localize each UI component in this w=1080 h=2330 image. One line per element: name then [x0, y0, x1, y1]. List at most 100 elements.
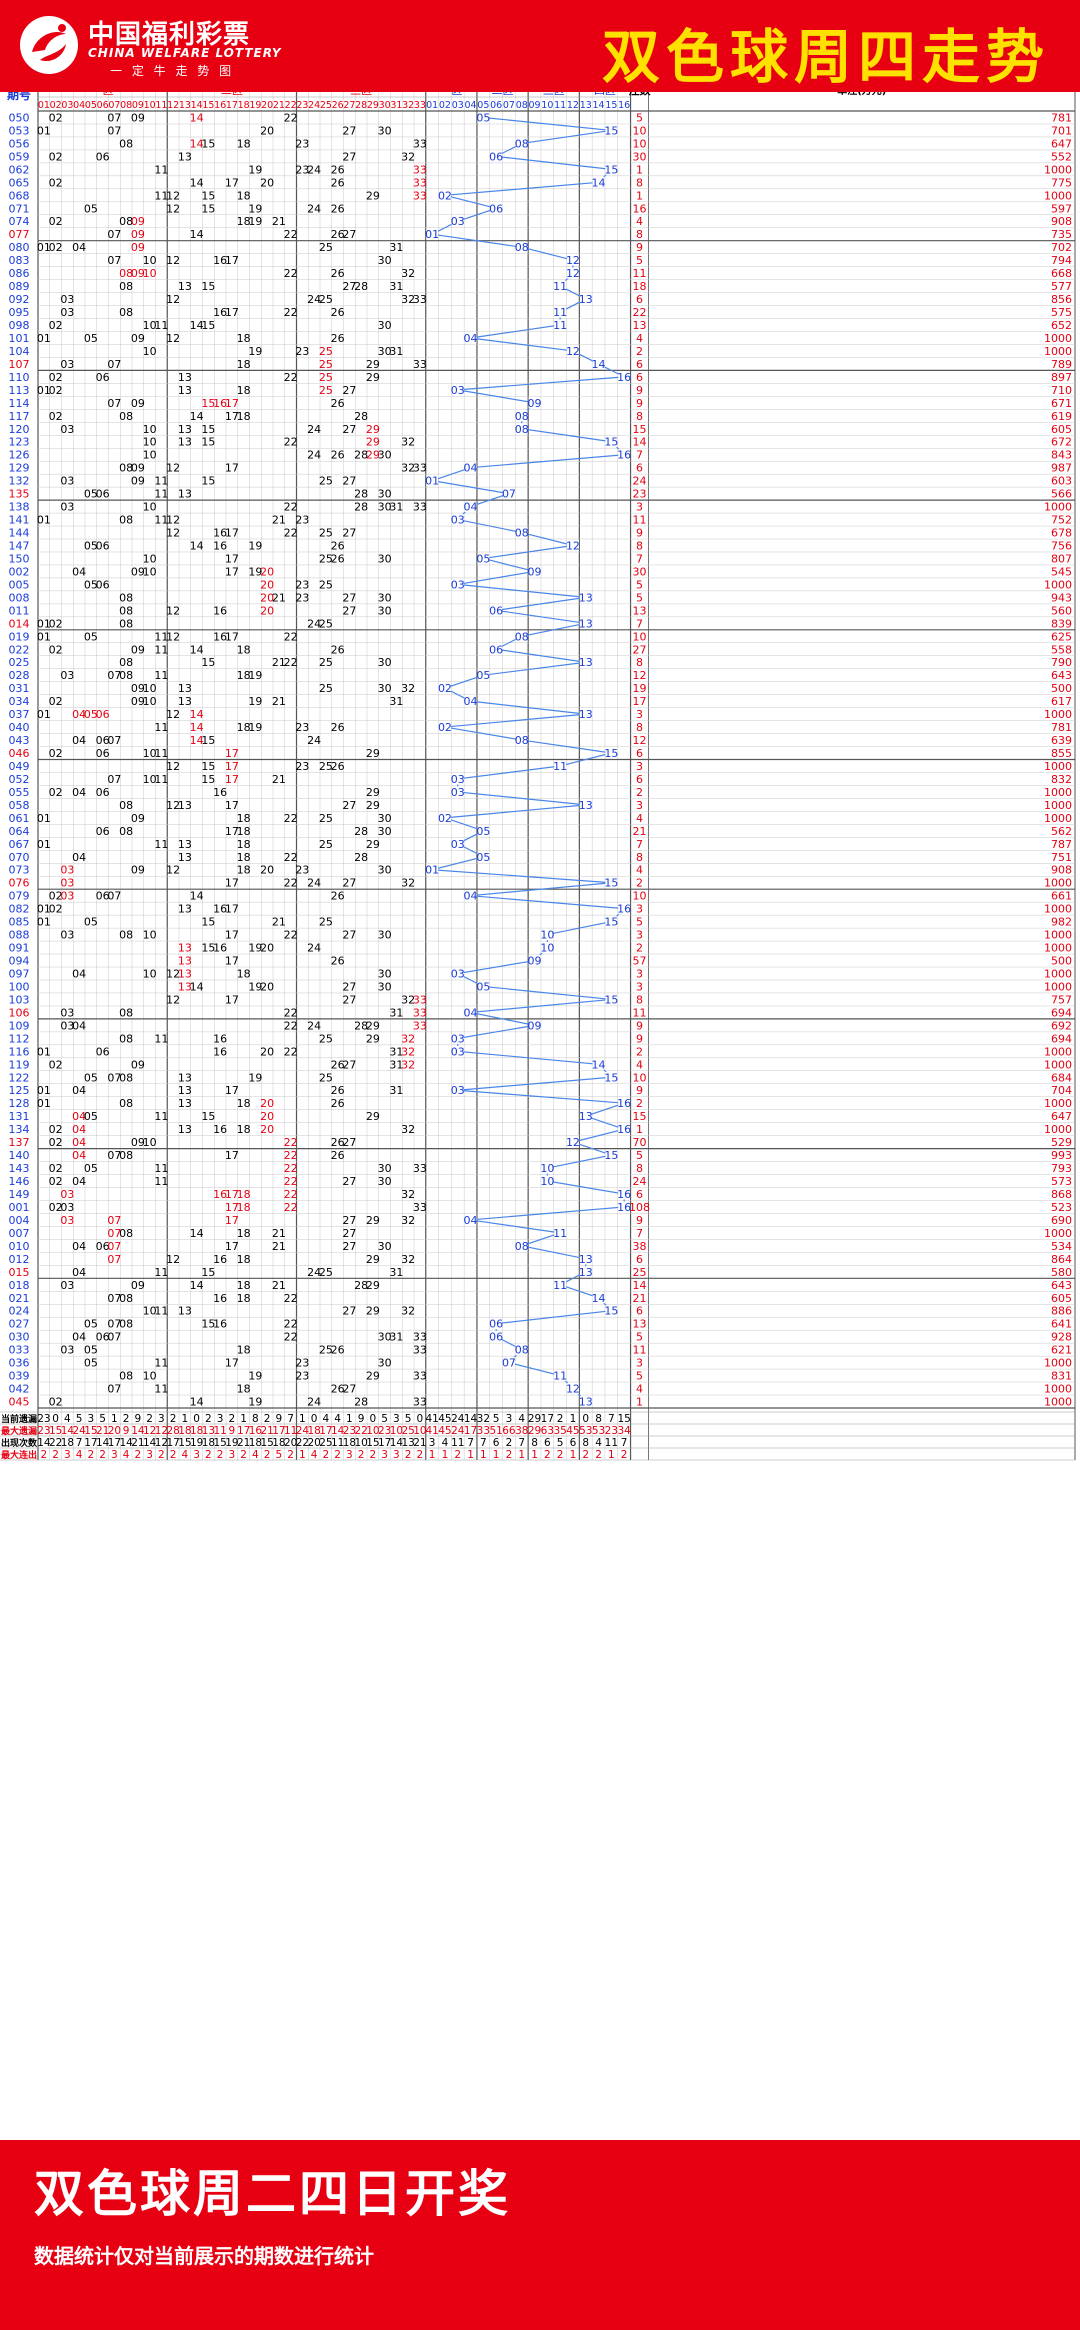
red-ball-number: 18 [237, 215, 251, 228]
blue-ball-marker [618, 1123, 631, 1135]
stats-blue-value: 33 [477, 1425, 490, 1437]
red-ball-number: 24 [307, 734, 321, 747]
stats-red-value: 23 [378, 1425, 391, 1437]
stats-red-value: 20 [108, 1425, 121, 1437]
red-ball-number: 14 [190, 734, 204, 747]
blue-ball-marker [490, 1318, 503, 1330]
red-ball-number: 10 [143, 773, 157, 786]
stats-red-value: 23 [343, 1425, 356, 1437]
stats-red-value: 28 [166, 1425, 179, 1437]
blue-ball-marker [605, 1305, 618, 1317]
red-ball-number: 12 [166, 462, 180, 475]
blue-ball-number: 13 [579, 799, 593, 812]
prize-amount: 1000 [1044, 812, 1072, 825]
winner-count: 8 [636, 176, 643, 189]
red-ball-number: 14 [190, 410, 204, 423]
red-ball-number: 26 [331, 1097, 345, 1110]
chart-background [0, 92, 1080, 2140]
blue-ball-marker [605, 124, 618, 136]
period-number: 129 [9, 462, 30, 475]
blue-ball-marker [464, 1006, 477, 1018]
blue-ball-marker [567, 539, 579, 551]
red-ball-number: 29 [366, 1305, 380, 1318]
red-ball-number: 27 [342, 604, 356, 617]
blue-ball-marker [515, 1240, 528, 1252]
red-ball-number: 01 [37, 630, 51, 643]
stats-red-value: 2 [229, 1413, 236, 1425]
stats-blue-value: 5 [493, 1413, 500, 1425]
red-ball-number: 15 [201, 475, 215, 488]
blue-ball-marker [477, 980, 490, 992]
red-ball-number: 19 [248, 565, 262, 578]
blue-ball-number: 11 [553, 319, 567, 332]
blue-column-number: 16 [618, 100, 630, 111]
red-ball-number: 15 [201, 436, 215, 449]
red-ball-number: 31 [389, 695, 403, 708]
red-ball-number: 24 [307, 293, 321, 306]
period-number: 077 [9, 228, 30, 241]
stats-blue-value: 17 [464, 1425, 477, 1437]
red-ball-number: 26 [331, 539, 345, 552]
stats-red-value: 9 [135, 1413, 142, 1425]
prize-amount: 500 [1051, 955, 1072, 968]
red-ball-number: 02 [49, 319, 63, 332]
period-number: 031 [9, 682, 30, 695]
winner-count: 11 [633, 514, 647, 527]
winner-count: 2 [636, 345, 643, 358]
red-column-number: 09 [132, 100, 144, 111]
red-ball-number: 16 [213, 254, 227, 267]
red-ball-number: 27 [342, 150, 356, 163]
red-ball-number: 18 [237, 137, 251, 150]
red-ball-number: 30 [378, 488, 392, 501]
red-ball-number: 17 [225, 955, 239, 968]
stats-blue-value: 6 [570, 1437, 577, 1449]
stats-red-value: 18 [343, 1437, 356, 1449]
prize-amount: 692 [1051, 1019, 1072, 1032]
red-ball-number: 26 [331, 202, 345, 215]
red-ball-number: 30 [378, 656, 392, 669]
blue-ball-marker [605, 1071, 618, 1083]
blue-zone-header: 三区 [543, 92, 565, 97]
winner-count: 1 [636, 1123, 643, 1136]
red-ball-number: 24 [307, 617, 321, 630]
prize-amount: 523 [1051, 1201, 1072, 1214]
blue-ball-marker [477, 851, 490, 863]
stats-red-value: 3 [346, 1449, 353, 1461]
prize-amount: 855 [1051, 747, 1072, 760]
red-ball-number: 10 [143, 267, 157, 280]
stats-red-value: 2 [170, 1413, 177, 1425]
red-ball-number: 10 [143, 423, 157, 436]
winner-count: 23 [633, 488, 647, 501]
prize-amount: 793 [1051, 1162, 1072, 1175]
red-ball-number: 11 [154, 1032, 168, 1045]
winner-count: 7 [636, 838, 643, 851]
blue-ball-marker [464, 1214, 477, 1226]
red-ball-number: 09 [131, 228, 145, 241]
red-ball-number: 17 [225, 1201, 239, 1214]
stats-blue-value: 8 [531, 1437, 538, 1449]
stats-red-value: 10 [413, 1425, 426, 1437]
red-ball-number: 30 [378, 449, 392, 462]
stats-red-value: 12 [155, 1425, 168, 1437]
period-number: 134 [9, 1123, 30, 1136]
period-number: 094 [9, 955, 30, 968]
red-ball-number: 26 [331, 890, 345, 903]
blue-ball-marker [515, 527, 528, 539]
period-number: 067 [9, 838, 30, 851]
period-number: 021 [9, 1292, 30, 1305]
stats-red-value: 14 [119, 1437, 133, 1449]
winner-count: 3 [636, 501, 643, 514]
red-ball-number: 04 [72, 1266, 86, 1279]
blue-ball-marker [451, 578, 464, 590]
red-ball-number: 27 [342, 799, 356, 812]
red-ball-number: 13 [178, 942, 192, 955]
red-ball-number: 33 [413, 462, 427, 475]
red-ball-number: 27 [342, 1214, 356, 1227]
red-ball-number: 11 [154, 1266, 168, 1279]
winner-count: 6 [636, 1305, 643, 1318]
red-ball-number: 22 [284, 1136, 298, 1149]
stats-red-value: 3 [111, 1449, 118, 1461]
blue-ball-marker [464, 462, 477, 474]
red-ball-number: 30 [378, 968, 392, 981]
period-number: 050 [9, 111, 30, 124]
